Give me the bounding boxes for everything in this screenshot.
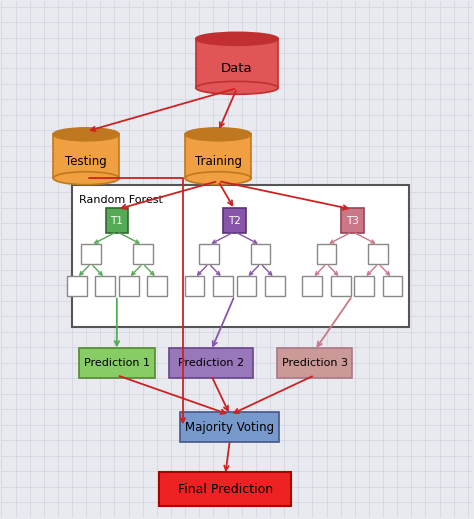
Text: Prediction 3: Prediction 3	[282, 358, 348, 368]
FancyBboxPatch shape	[159, 472, 291, 506]
FancyBboxPatch shape	[199, 244, 219, 264]
FancyBboxPatch shape	[265, 277, 284, 296]
FancyBboxPatch shape	[302, 277, 322, 296]
FancyBboxPatch shape	[196, 39, 278, 88]
Ellipse shape	[196, 81, 278, 94]
Ellipse shape	[53, 172, 119, 185]
FancyBboxPatch shape	[67, 277, 87, 296]
FancyBboxPatch shape	[118, 277, 138, 296]
Text: T3: T3	[346, 216, 359, 226]
FancyBboxPatch shape	[53, 134, 119, 178]
FancyBboxPatch shape	[133, 244, 153, 264]
FancyBboxPatch shape	[383, 277, 402, 296]
Text: Testing: Testing	[65, 155, 107, 168]
Text: Prediction 2: Prediction 2	[178, 358, 244, 368]
FancyBboxPatch shape	[368, 244, 388, 264]
FancyBboxPatch shape	[185, 277, 204, 296]
FancyBboxPatch shape	[106, 209, 128, 233]
Ellipse shape	[185, 172, 251, 185]
Ellipse shape	[185, 128, 251, 141]
FancyBboxPatch shape	[237, 277, 256, 296]
FancyBboxPatch shape	[181, 412, 279, 442]
Text: Majority Voting: Majority Voting	[185, 421, 274, 434]
FancyBboxPatch shape	[213, 277, 233, 296]
Text: T2: T2	[228, 216, 241, 226]
Text: Training: Training	[195, 155, 242, 168]
FancyBboxPatch shape	[317, 244, 337, 264]
FancyBboxPatch shape	[355, 277, 374, 296]
Text: Data: Data	[221, 62, 253, 75]
FancyBboxPatch shape	[277, 348, 353, 378]
FancyBboxPatch shape	[331, 277, 351, 296]
FancyBboxPatch shape	[341, 209, 364, 233]
FancyBboxPatch shape	[147, 277, 167, 296]
Ellipse shape	[196, 32, 278, 45]
FancyBboxPatch shape	[169, 348, 254, 378]
FancyBboxPatch shape	[81, 244, 101, 264]
FancyBboxPatch shape	[95, 277, 115, 296]
Text: Prediction 1: Prediction 1	[84, 358, 150, 368]
Ellipse shape	[53, 128, 119, 141]
FancyBboxPatch shape	[72, 185, 409, 326]
Text: T1: T1	[110, 216, 123, 226]
FancyBboxPatch shape	[251, 244, 271, 264]
Text: Final Prediction: Final Prediction	[178, 483, 273, 496]
FancyBboxPatch shape	[223, 209, 246, 233]
Text: Random Forest: Random Forest	[79, 195, 163, 205]
FancyBboxPatch shape	[185, 134, 251, 178]
FancyBboxPatch shape	[79, 348, 155, 378]
